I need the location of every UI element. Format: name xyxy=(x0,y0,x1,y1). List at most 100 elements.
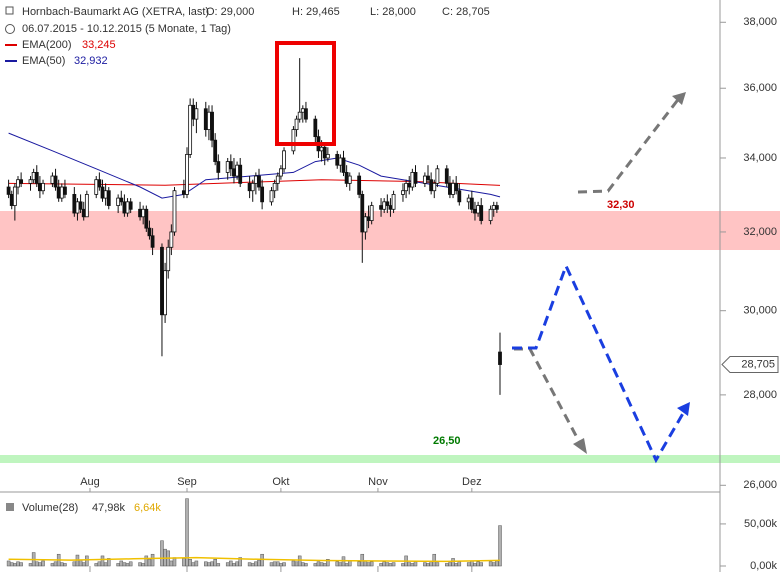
volume-bar xyxy=(232,563,236,567)
candle-body xyxy=(188,104,193,155)
candle-body xyxy=(479,205,484,221)
candle-body xyxy=(116,197,121,206)
y-tick-label: 34,000 xyxy=(743,152,777,164)
volume-bar xyxy=(210,561,214,567)
candle-body xyxy=(297,111,302,120)
volume-bar xyxy=(272,561,277,567)
volume-bar xyxy=(282,562,286,567)
candle-body xyxy=(407,182,412,188)
volume-bar xyxy=(194,560,199,567)
candle-body xyxy=(391,194,396,210)
candle-body xyxy=(166,246,171,272)
candle-body xyxy=(238,164,243,184)
volume-bar xyxy=(388,563,393,567)
candle-body xyxy=(338,157,343,166)
y-tick-label: 30,000 xyxy=(743,305,777,317)
x-tick-label: Nov xyxy=(368,476,388,488)
volume-bar xyxy=(432,553,437,567)
candle-body xyxy=(257,175,261,188)
volume-bar xyxy=(410,563,415,567)
candle-body xyxy=(451,182,455,195)
volume-bar xyxy=(413,561,418,567)
volume-ma xyxy=(8,556,501,563)
volume-bar xyxy=(254,561,258,567)
candle-body xyxy=(41,182,45,192)
plot: 26,000 28,000 30,000 32,000 34,000 36,000 38,0… xyxy=(6,16,779,572)
volume-bar xyxy=(182,558,186,567)
volume-bar xyxy=(191,562,196,567)
volume-bar xyxy=(279,563,283,567)
volume-bar xyxy=(391,562,396,567)
candle-body xyxy=(344,172,349,184)
candle-body xyxy=(366,216,371,221)
candle-body xyxy=(457,190,462,203)
legend-label: EMA(200) xyxy=(22,39,72,51)
y-tick-label: 26,000 xyxy=(743,479,777,491)
candle-body xyxy=(291,129,296,152)
volume-bar xyxy=(488,561,493,567)
candle-body xyxy=(341,157,346,173)
arrow-head xyxy=(573,438,587,454)
candle-body xyxy=(429,179,434,192)
volume-bar xyxy=(454,563,458,567)
volume-bar xyxy=(301,562,305,567)
volume-bar xyxy=(498,525,502,567)
volume-bar xyxy=(147,559,152,567)
candle-body xyxy=(210,111,214,141)
icon xyxy=(5,6,14,15)
candle-body xyxy=(147,227,152,237)
volume-bar xyxy=(63,563,67,567)
quote: C: 28,705 xyxy=(442,6,490,18)
highlight-box xyxy=(275,41,336,146)
volume-bar xyxy=(160,540,164,567)
volume-bar xyxy=(119,560,124,567)
volume-bar xyxy=(78,559,83,567)
candle-body xyxy=(491,205,496,210)
candle-body xyxy=(125,201,130,214)
volume-bar xyxy=(473,563,477,567)
candle-body xyxy=(466,197,471,203)
volume-bar xyxy=(141,563,145,567)
volume-bar xyxy=(85,555,89,567)
gray-arrows xyxy=(514,96,682,448)
volume-bar xyxy=(357,561,361,567)
candle-body xyxy=(225,161,230,173)
volume-bar xyxy=(188,559,192,567)
volume-bar xyxy=(207,562,211,567)
volume-bar xyxy=(291,560,296,567)
candle-body xyxy=(53,175,58,188)
candle-body xyxy=(404,182,409,192)
icon xyxy=(6,503,14,511)
x-tick-label: Okt xyxy=(272,476,289,488)
volume-bar xyxy=(385,562,390,567)
y-tick-label: 0,00k xyxy=(750,560,777,572)
arrow-head xyxy=(672,92,686,105)
volume-bar xyxy=(445,563,449,567)
candle-body xyxy=(122,201,127,214)
candle-body xyxy=(388,205,393,210)
volume-bar xyxy=(144,555,149,567)
volume-bar xyxy=(50,563,55,567)
candle-body xyxy=(363,216,368,233)
candle-body xyxy=(422,175,427,184)
annotation: 32,30 xyxy=(607,199,635,211)
candle-body xyxy=(28,179,33,184)
candle-body xyxy=(50,175,55,184)
volume-bar xyxy=(348,560,352,567)
volume-bar xyxy=(335,561,339,567)
candle-body xyxy=(191,104,196,120)
blue-path xyxy=(512,262,687,464)
volume-bar xyxy=(94,563,98,567)
candle-body xyxy=(247,182,252,192)
candle-body xyxy=(347,175,352,184)
candle-body xyxy=(325,153,330,159)
candle-body xyxy=(128,201,133,210)
candle-body xyxy=(294,118,299,131)
period: 06.07.2015 - 10.12.2015 (5 Monate, 1 Tag… xyxy=(22,23,231,35)
candle-body xyxy=(444,168,449,184)
volume-bar xyxy=(491,562,496,567)
volume-bar xyxy=(326,559,330,567)
candle-body xyxy=(313,118,318,138)
candle-body xyxy=(476,205,480,214)
volume-bar xyxy=(122,562,127,567)
